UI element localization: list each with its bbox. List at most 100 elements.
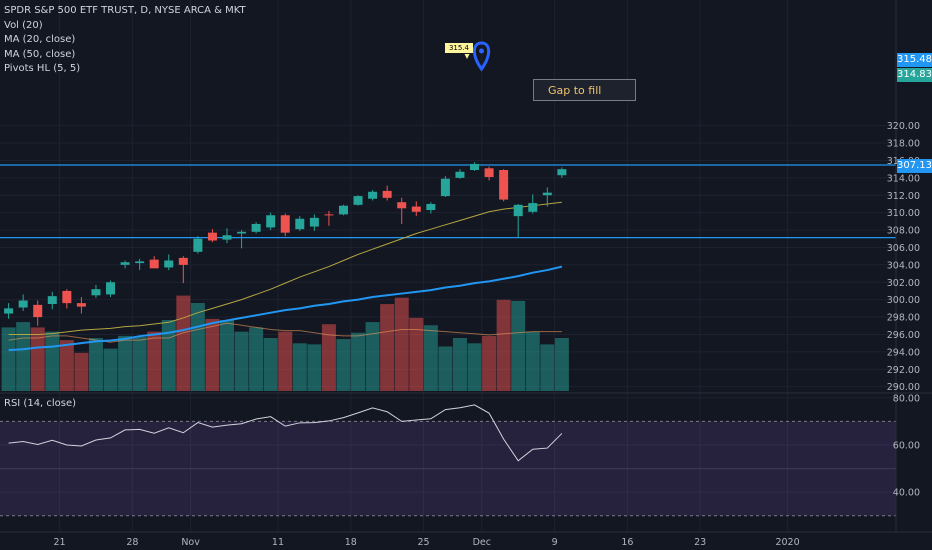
volume-bar <box>482 335 497 391</box>
price-tick-label: 296.00 <box>887 330 920 341</box>
volume-bar <box>161 319 176 391</box>
candle-body <box>324 214 334 216</box>
volume-bar <box>176 295 191 391</box>
candle-body <box>542 192 552 196</box>
horizontal-lines <box>0 164 896 239</box>
volume-bar <box>380 304 395 391</box>
volume-bar <box>307 344 322 391</box>
volume-bar <box>132 336 147 391</box>
price-tick-label: 306.00 <box>887 243 920 254</box>
candle-body <box>426 203 436 211</box>
candle-body <box>237 231 247 234</box>
rsi-tick-label: 60.00 <box>893 441 920 452</box>
legend-title[interactable]: SPDR S&P 500 ETF TRUST, D, NYSE ARCA & M… <box>4 5 246 16</box>
ma50-line <box>8 265 563 352</box>
candle-body <box>62 290 72 304</box>
volume-bar <box>336 339 351 391</box>
volume-bar <box>30 327 45 391</box>
volume-bar <box>190 303 205 391</box>
legend-ma20[interactable]: MA (20, close) <box>4 34 76 45</box>
volume-bar <box>1 327 16 391</box>
volume-bar <box>220 319 234 391</box>
volume-bar <box>103 348 118 391</box>
volume-bar <box>74 352 89 391</box>
candle-body <box>295 218 305 230</box>
candle-body <box>178 257 188 265</box>
candle-body <box>135 261 145 264</box>
candle-body <box>266 215 276 228</box>
chart-legend: SPDR S&P 500 ETF TRUST, D, NYSE ARCA & M… <box>4 4 246 77</box>
candle-body <box>149 259 159 269</box>
legend-ma50[interactable]: MA (50, close) <box>4 48 76 60</box>
time-tick-label: 11 <box>272 537 284 548</box>
time-tick-label: Dec <box>473 537 491 548</box>
rsi-tick-label: 40.00 <box>893 488 920 499</box>
location-pin-icon <box>472 41 491 72</box>
volume-bar <box>409 317 424 391</box>
price-tick-label: 310.00 <box>887 208 920 219</box>
pivot-marker <box>464 41 491 72</box>
candle-body <box>440 178 450 197</box>
volume-bar <box>394 297 409 391</box>
rsi-band <box>0 421 896 516</box>
gap-annotation[interactable]: Gap to fill <box>533 79 636 101</box>
candle-body <box>513 204 523 217</box>
volume-bar <box>351 332 366 391</box>
price-tick-label: 298.00 <box>887 313 920 324</box>
price-tick-label: 304.00 <box>887 260 920 271</box>
candle-body <box>106 282 116 295</box>
volume-bar <box>278 331 293 391</box>
volume-bar <box>45 331 60 391</box>
candle-body <box>557 169 567 176</box>
candle-body <box>528 203 538 212</box>
volume-bar <box>438 346 453 391</box>
volume-bar <box>321 324 336 391</box>
price-tick-label: 300.00 <box>887 295 920 306</box>
volume-bar <box>249 327 264 391</box>
volume-bar <box>118 335 133 391</box>
volume-bar <box>59 340 74 391</box>
price-tick-label: 290.00 <box>887 382 920 393</box>
price-tick-label: 312.00 <box>887 191 920 202</box>
time-tick-label: 23 <box>694 537 706 548</box>
pivot-high-label: 315.4 <box>445 43 473 53</box>
candle-body <box>18 300 28 308</box>
candle-body <box>164 260 174 268</box>
rsi-tick-label: 80.00 <box>893 393 920 404</box>
time-tick-label: 21 <box>54 537 66 548</box>
time-tick-label: 25 <box>418 537 430 548</box>
moving-averages <box>8 201 563 352</box>
candle-body <box>47 296 57 304</box>
legend-vol[interactable]: Vol (20) <box>4 19 43 31</box>
time-tick-label: 9 <box>552 537 558 548</box>
rsi-legend[interactable]: RSI (14, close) <box>4 398 77 409</box>
price-tag-upper: 315.48 <box>897 53 932 67</box>
pivot-pointer <box>464 54 470 59</box>
price-tick-label: 308.00 <box>887 226 920 237</box>
candle-body <box>91 289 101 296</box>
candle-body <box>120 262 130 265</box>
price-tick-label: 302.00 <box>887 278 920 289</box>
volume-bar <box>292 343 307 391</box>
legend-pivots[interactable]: Pivots HL (5, 5) <box>4 63 81 74</box>
candle-body <box>484 168 494 177</box>
price-tag-lower: 307.13 <box>897 159 932 173</box>
candle-body <box>368 191 378 199</box>
ma20-line <box>8 201 562 335</box>
time-tick-label: Nov <box>181 537 200 548</box>
candle-body <box>309 217 319 227</box>
candle-body <box>353 196 363 205</box>
volume-bar <box>365 322 380 391</box>
volume-bar <box>88 338 103 391</box>
time-tick-label: 16 <box>621 537 633 548</box>
candle-body <box>33 304 43 318</box>
candle-body <box>4 308 14 314</box>
candle-body <box>470 163 480 171</box>
candle-body <box>455 171 465 178</box>
candle-body <box>222 235 232 240</box>
rsi-line <box>8 404 563 462</box>
volume-bar <box>540 344 555 391</box>
price-tick-label: 292.00 <box>887 365 920 376</box>
volume-bar <box>423 325 438 391</box>
